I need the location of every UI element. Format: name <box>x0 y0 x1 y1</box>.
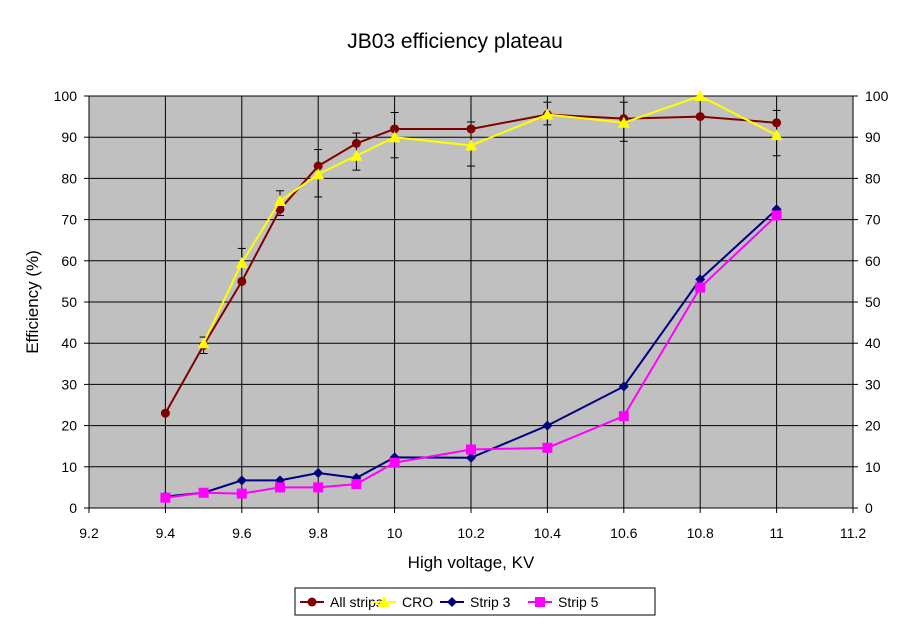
x-tick-label: 9.4 <box>156 525 176 541</box>
data-point <box>237 276 247 286</box>
legend-label: All strips <box>330 594 383 610</box>
data-point <box>389 457 400 468</box>
data-point <box>695 274 706 285</box>
data-point <box>236 488 247 499</box>
data-point <box>351 138 361 148</box>
legend-label: Strip 3 <box>470 594 511 610</box>
data-point <box>197 337 210 349</box>
y-tick-label-right: 30 <box>865 376 881 392</box>
series-line <box>165 208 778 498</box>
y-tick-label: 70 <box>61 212 77 228</box>
data-point <box>275 482 285 493</box>
x-tick-label: 11 <box>769 525 784 541</box>
x-tick-label: 9.8 <box>308 525 328 541</box>
data-point <box>313 467 324 478</box>
data-point <box>390 124 400 134</box>
x-tick-label: 11.2 <box>840 525 866 541</box>
data-point <box>198 487 209 498</box>
y-tick-label-right: 40 <box>865 335 881 351</box>
x-tick-label: 9.2 <box>79 525 99 541</box>
y-tick-label-right: 20 <box>865 418 881 434</box>
series-line <box>165 214 778 499</box>
data-point <box>312 168 325 180</box>
x-tick-label: 9.6 <box>232 525 252 541</box>
y-tick-label-right: 50 <box>865 294 881 310</box>
data-point <box>466 124 476 134</box>
x-tick-label: 10.6 <box>610 525 637 541</box>
y-tick-label: 30 <box>61 376 77 392</box>
data-point <box>274 195 286 207</box>
legend: All strips CRO Strip 3 Strip 5 <box>294 587 656 616</box>
y-tick-label-right: 80 <box>865 170 881 186</box>
data-point <box>160 492 171 503</box>
y-axis-label: Efficiency (%) <box>23 250 42 354</box>
data-point <box>617 116 630 128</box>
data-point <box>542 442 553 453</box>
data-point <box>313 161 323 171</box>
data-point <box>694 90 707 101</box>
y-tick-label: 10 <box>61 459 77 475</box>
legend-marker <box>307 597 317 607</box>
legend-label: Strip 5 <box>558 594 599 610</box>
data-point <box>695 282 706 293</box>
y-tick-label-right: 0 <box>865 500 873 516</box>
y-tick-label: 0 <box>69 500 77 516</box>
legend-marker <box>378 596 390 607</box>
data-point <box>542 420 553 431</box>
data-point <box>771 210 782 221</box>
data-point <box>313 482 324 493</box>
data-point <box>235 256 248 268</box>
data-point <box>618 381 629 392</box>
y-tick-label: 50 <box>61 294 77 310</box>
y-tick-label-right: 70 <box>865 212 881 228</box>
data-point <box>388 131 401 143</box>
data-point <box>770 129 783 141</box>
series-strip-5 <box>160 210 782 503</box>
y-tick-label: 100 <box>54 88 78 104</box>
data-point <box>351 479 362 490</box>
data-point <box>275 204 285 214</box>
chart-title: JB03 efficiency plateau <box>347 30 563 53</box>
x-tick-label: 10.2 <box>457 525 484 541</box>
y-tick-label-right: 10 <box>865 459 881 475</box>
x-tick-label: 10 <box>387 525 403 541</box>
y-tick-label: 20 <box>61 418 77 434</box>
y-tick-label-right: 60 <box>865 253 881 269</box>
data-point <box>618 411 629 422</box>
series-cro <box>197 90 783 349</box>
data-point <box>772 118 782 128</box>
y-tick-label: 40 <box>61 335 77 351</box>
data-point <box>466 452 476 463</box>
data-point <box>541 108 554 120</box>
data-point <box>236 475 247 486</box>
y-tick-label: 90 <box>61 129 77 145</box>
data-point <box>466 444 476 455</box>
y-tick-label: 60 <box>61 253 77 269</box>
y-tick-label-right: 90 <box>865 129 881 145</box>
y-tick-label: 80 <box>61 170 77 186</box>
legend-marker <box>447 597 457 607</box>
legend-label: CRO <box>402 594 433 610</box>
x-tick-label: 10.8 <box>687 525 714 541</box>
data-point <box>350 149 363 161</box>
data-point <box>695 112 705 122</box>
legend-marker <box>535 597 545 607</box>
x-axis-label: High voltage, KV <box>408 553 535 572</box>
x-tick-label: 10.4 <box>534 525 561 541</box>
y-tick-label-right: 100 <box>865 88 889 104</box>
data-point <box>465 139 477 151</box>
data-point <box>160 408 170 418</box>
